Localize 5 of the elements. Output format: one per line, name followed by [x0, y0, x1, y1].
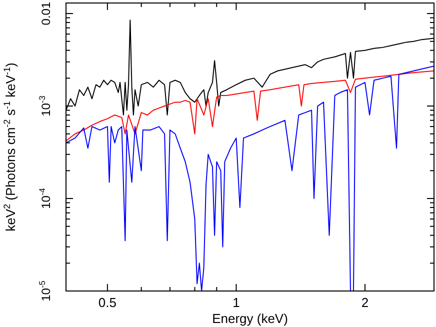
x-tick-label: 1 [232, 295, 240, 310]
x-tick-label: 0.5 [98, 295, 116, 310]
x-axis-title: Energy (keV) [212, 311, 288, 326]
y-tick-label: 0.01 [39, 2, 53, 26]
x-tick-label: 2 [361, 295, 369, 310]
